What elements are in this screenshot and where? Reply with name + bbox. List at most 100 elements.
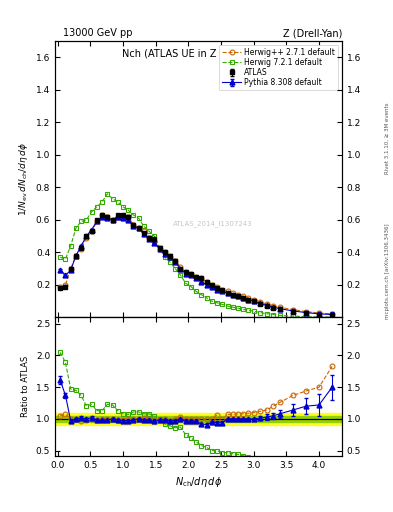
Herwig++ 2.7.1 default xyxy=(116,214,120,220)
Herwig 7.2.1 default xyxy=(194,288,198,294)
Y-axis label: $1/N_{\mathsf{ev}}\,dN_{\mathsf{ch}}/d\eta\,d\phi$: $1/N_{\mathsf{ev}}\,dN_{\mathsf{ch}}/d\e… xyxy=(17,142,30,216)
Herwig++ 2.7.1 default xyxy=(79,246,84,252)
Herwig++ 2.7.1 default xyxy=(84,234,89,241)
Herwig 7.2.1 default xyxy=(264,311,269,317)
Herwig 7.2.1 default xyxy=(330,314,334,320)
Herwig 7.2.1 default xyxy=(215,300,219,306)
Herwig++ 2.7.1 default xyxy=(141,228,146,234)
Herwig++ 2.7.1 default xyxy=(184,269,188,275)
Text: Z (Drell-Yan): Z (Drell-Yan) xyxy=(283,28,342,38)
Herwig++ 2.7.1 default xyxy=(258,299,263,305)
Herwig++ 2.7.1 default xyxy=(157,246,162,252)
Herwig++ 2.7.1 default xyxy=(89,228,94,234)
Herwig 7.2.1 default xyxy=(100,199,105,205)
Herwig++ 2.7.1 default xyxy=(136,225,141,231)
Y-axis label: Ratio to ATLAS: Ratio to ATLAS xyxy=(21,356,30,417)
Herwig 7.2.1 default xyxy=(68,243,73,249)
Herwig 7.2.1 default xyxy=(105,191,110,197)
Herwig 7.2.1 default xyxy=(136,215,141,221)
X-axis label: $N_{\mathsf{ch}}/d\eta\,d\phi$: $N_{\mathsf{ch}}/d\eta\,d\phi$ xyxy=(175,475,222,489)
Herwig 7.2.1 default xyxy=(220,302,225,308)
Herwig 7.2.1 default xyxy=(79,219,84,225)
Herwig++ 2.7.1 default xyxy=(94,219,99,225)
Line: Herwig 7.2.1 default: Herwig 7.2.1 default xyxy=(58,191,334,319)
Herwig++ 2.7.1 default xyxy=(330,311,334,317)
Herwig++ 2.7.1 default xyxy=(73,252,78,259)
Herwig 7.2.1 default xyxy=(230,304,235,310)
Herwig++ 2.7.1 default xyxy=(100,212,105,218)
Herwig++ 2.7.1 default xyxy=(147,234,151,241)
Herwig++ 2.7.1 default xyxy=(215,284,219,290)
Legend: Herwig++ 2.7.1 default, Herwig 7.2.1 default, ATLAS, Pythia 8.308 default: Herwig++ 2.7.1 default, Herwig 7.2.1 def… xyxy=(219,45,338,90)
Herwig++ 2.7.1 default xyxy=(204,279,209,285)
Herwig++ 2.7.1 default xyxy=(246,295,251,301)
Herwig 7.2.1 default xyxy=(73,225,78,231)
Herwig 7.2.1 default xyxy=(209,298,214,304)
Herwig 7.2.1 default xyxy=(271,311,275,317)
Herwig++ 2.7.1 default xyxy=(252,296,256,303)
Herwig 7.2.1 default xyxy=(168,259,173,265)
Herwig 7.2.1 default xyxy=(189,284,193,290)
Herwig++ 2.7.1 default xyxy=(317,310,321,316)
Herwig 7.2.1 default xyxy=(290,313,295,319)
Herwig 7.2.1 default xyxy=(252,308,256,314)
Herwig 7.2.1 default xyxy=(94,204,99,210)
Herwig++ 2.7.1 default xyxy=(230,290,235,296)
Herwig++ 2.7.1 default xyxy=(131,222,136,228)
Herwig++ 2.7.1 default xyxy=(168,254,173,260)
Herwig++ 2.7.1 default xyxy=(277,304,282,310)
Herwig++ 2.7.1 default xyxy=(236,292,241,298)
Herwig 7.2.1 default xyxy=(58,254,62,260)
Herwig++ 2.7.1 default xyxy=(173,258,178,264)
Herwig 7.2.1 default xyxy=(147,228,151,234)
Herwig 7.2.1 default xyxy=(236,305,241,311)
Herwig 7.2.1 default xyxy=(258,309,263,315)
Text: Rivet 3.1.10, ≥ 3M events: Rivet 3.1.10, ≥ 3M events xyxy=(385,102,390,174)
Herwig 7.2.1 default xyxy=(241,306,246,312)
Herwig 7.2.1 default xyxy=(317,314,321,320)
Text: 13000 GeV pp: 13000 GeV pp xyxy=(63,28,132,38)
Herwig 7.2.1 default xyxy=(141,223,146,229)
Herwig++ 2.7.1 default xyxy=(162,249,167,255)
Herwig 7.2.1 default xyxy=(121,204,125,210)
Herwig 7.2.1 default xyxy=(110,196,115,202)
Herwig 7.2.1 default xyxy=(116,199,120,205)
Herwig 7.2.1 default xyxy=(225,303,230,309)
Herwig++ 2.7.1 default xyxy=(209,282,214,288)
Herwig++ 2.7.1 default xyxy=(194,274,198,280)
Herwig++ 2.7.1 default xyxy=(110,217,115,223)
Herwig++ 2.7.1 default xyxy=(199,275,204,282)
Herwig++ 2.7.1 default xyxy=(178,264,183,270)
Text: mcplots.cern.ch [arXiv:1306.3436]: mcplots.cern.ch [arXiv:1306.3436] xyxy=(385,224,390,319)
Line: Herwig++ 2.7.1 default: Herwig++ 2.7.1 default xyxy=(58,212,334,316)
Herwig 7.2.1 default xyxy=(173,266,178,272)
Herwig++ 2.7.1 default xyxy=(63,282,68,288)
Herwig++ 2.7.1 default xyxy=(105,214,110,220)
Text: ATLAS_2014_I1307243: ATLAS_2014_I1307243 xyxy=(173,220,253,227)
Herwig++ 2.7.1 default xyxy=(264,301,269,307)
Herwig++ 2.7.1 default xyxy=(126,214,130,220)
Herwig 7.2.1 default xyxy=(184,280,188,286)
Herwig 7.2.1 default xyxy=(89,209,94,215)
Herwig 7.2.1 default xyxy=(277,312,282,318)
Herwig 7.2.1 default xyxy=(199,292,204,298)
Herwig 7.2.1 default xyxy=(157,244,162,250)
Herwig 7.2.1 default xyxy=(246,307,251,313)
Herwig++ 2.7.1 default xyxy=(58,284,62,290)
Text: Nch (ATLAS UE in Z production): Nch (ATLAS UE in Z production) xyxy=(121,49,275,59)
Herwig++ 2.7.1 default xyxy=(241,293,246,300)
Herwig++ 2.7.1 default xyxy=(121,214,125,220)
Herwig++ 2.7.1 default xyxy=(271,303,275,309)
Herwig 7.2.1 default xyxy=(178,272,183,278)
Herwig 7.2.1 default xyxy=(84,217,89,223)
Herwig 7.2.1 default xyxy=(162,254,167,260)
Herwig 7.2.1 default xyxy=(126,207,130,213)
Herwig 7.2.1 default xyxy=(63,256,68,262)
Herwig++ 2.7.1 default xyxy=(189,270,193,276)
Herwig++ 2.7.1 default xyxy=(304,309,309,315)
Herwig 7.2.1 default xyxy=(152,233,157,239)
Herwig++ 2.7.1 default xyxy=(225,288,230,294)
Herwig 7.2.1 default xyxy=(304,313,309,319)
Herwig++ 2.7.1 default xyxy=(152,238,157,244)
Herwig 7.2.1 default xyxy=(204,295,209,301)
